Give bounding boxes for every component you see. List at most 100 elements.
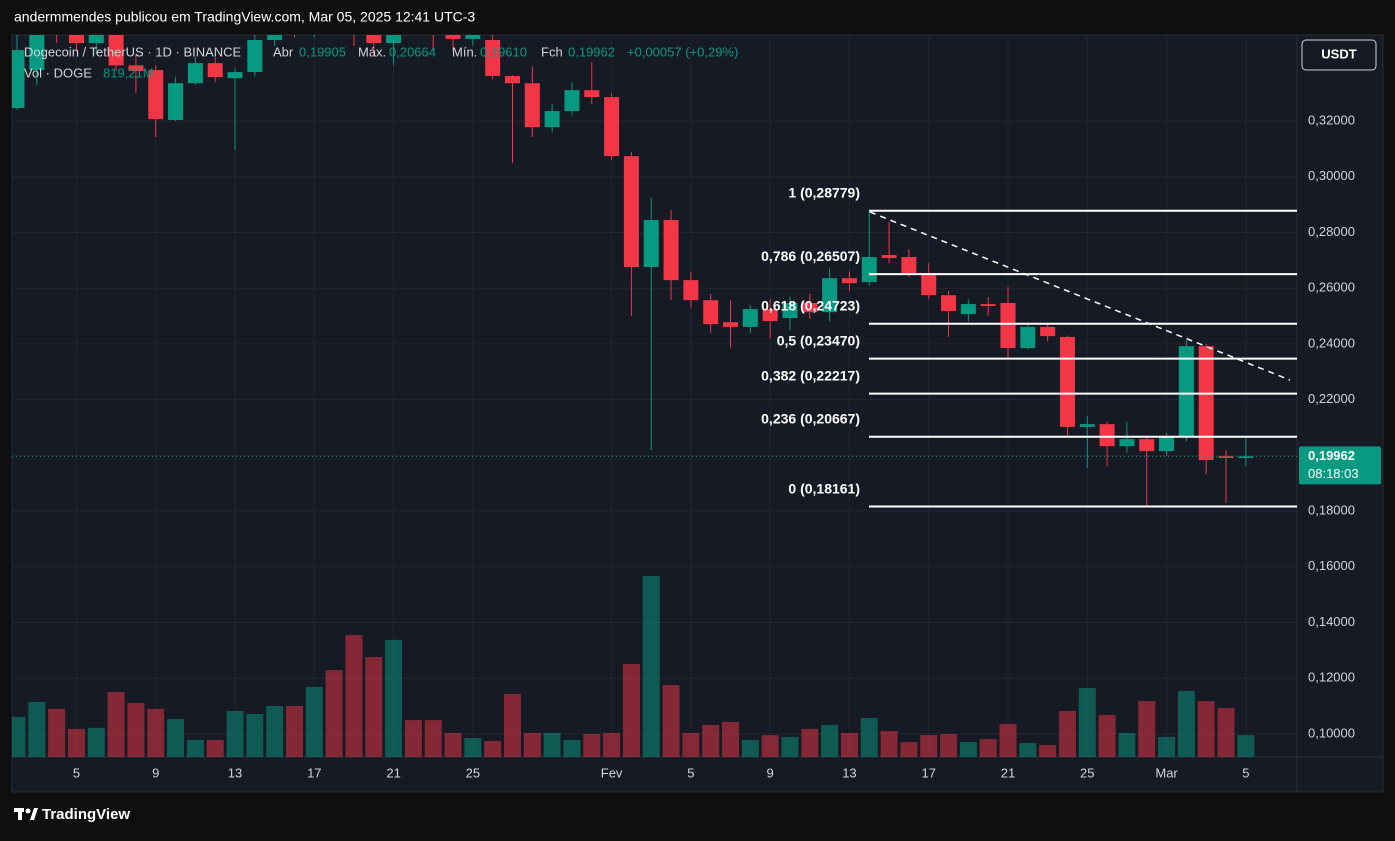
logo-icon [25,808,31,814]
candle-body [267,35,283,41]
candle-body [683,280,699,301]
volume-bar [48,708,66,757]
volume-name: Vol · DOGE [24,65,92,80]
currency-label[interactable]: USDT [1321,46,1356,61]
candle-body [1020,326,1036,349]
candle-body [505,75,520,84]
volume-bar [979,739,997,757]
volume-bar [959,742,977,757]
candle-body [623,156,639,268]
x-tick-label: 21 [386,765,400,780]
volume-bar [167,719,185,757]
volume-bar [1078,688,1096,757]
candle-body [861,257,877,283]
candle-body [1178,346,1194,437]
volume-bar [880,731,898,757]
candle-body [663,219,679,281]
volume-bar [67,728,85,757]
volume-bar [444,732,462,757]
x-tick-label: 9 [152,765,159,780]
candle-body [980,304,996,307]
logo-icon [30,808,38,820]
volume-bar [682,732,700,757]
volume-bar [1217,708,1235,757]
volume-bar [662,685,680,757]
candle-body [841,278,857,284]
candle-body [1139,439,1155,452]
legend-label: Fch [541,44,563,59]
candle-body [1040,326,1056,337]
volume-bar [543,732,561,757]
candle-body [465,35,481,39]
legend-change: +0,00057 (+0,29%) [627,44,738,59]
candle-body [1079,424,1095,427]
candle-body [901,257,917,274]
volume-bar [1019,743,1037,757]
volume-bar [860,717,878,757]
volume-bar [741,739,759,757]
x-tick-label: Fev [601,765,623,780]
volume-bar [147,708,165,757]
candle-body [247,40,263,73]
x-tick-label: 13 [228,765,242,780]
volume-bar [464,738,482,757]
volume-bar [761,735,779,757]
candle-body [1218,456,1234,458]
candle-body [366,35,382,44]
volume-bar [12,716,26,757]
x-tick-label: 21 [1001,765,1015,780]
volume-bar [999,724,1017,757]
candle-body [822,278,838,313]
volume-bar [1177,690,1195,757]
volume-bar [424,720,442,757]
candle-body [1099,424,1115,447]
y-tick-label: 0,28000 [1308,224,1355,239]
candle-body [68,35,84,44]
legend-value: 0,19962 [568,44,615,59]
candle-body [941,295,957,312]
volume-bar [266,705,284,757]
y-tick-label: 0,30000 [1308,168,1355,183]
volume-value: 819,21M [103,65,154,80]
candle-body [723,322,739,327]
candle-body [802,302,818,313]
header-text: andermmendes publicou em TradingView.com… [14,9,475,25]
symbol-title: Dogecoin / TetherUS · 1D · BINANCE [24,44,242,59]
volume-bar [583,734,601,757]
axes: 0,100000,120000,140000,160000,180000,200… [73,113,1355,781]
y-tick-label: 0,18000 [1308,502,1355,517]
volume-bar [186,739,204,757]
volume-bar [840,732,858,757]
candle-body [1059,336,1075,427]
x-tick-label: 5 [687,765,694,780]
countdown-label: 08:18:03 [1308,466,1359,481]
volume-bar [642,575,660,757]
candle-body [1159,436,1175,452]
volume-bar [563,739,581,757]
volume-bar [246,713,264,757]
volume-bar [1118,732,1136,757]
fib-level-label: 0,382 (0,22217) [761,367,860,383]
currency-button[interactable] [1301,39,1377,71]
volume-bar [1138,701,1156,757]
volume-bar [622,663,640,757]
volume-bar [920,735,938,757]
volume-bar [1058,711,1076,757]
volume-bar [900,742,918,757]
logo-icon [18,808,22,820]
y-tick-label: 0,12000 [1308,670,1355,685]
candle-body [921,273,937,296]
volume-bar [801,728,819,757]
y-tick-label: 0,22000 [1308,391,1355,406]
candle-body [12,50,25,108]
x-tick-label: 25 [1080,765,1094,780]
candle-body [604,97,620,157]
candle-body [762,309,778,322]
volume-bar [107,692,125,757]
candle-body [544,111,560,128]
y-tick-label: 0,14000 [1308,614,1355,629]
fib-level-label: 0,786 (0,26507) [761,248,860,264]
candle-body [445,35,461,39]
volume-bar [504,693,521,757]
legend-label: Mín. [452,44,477,59]
